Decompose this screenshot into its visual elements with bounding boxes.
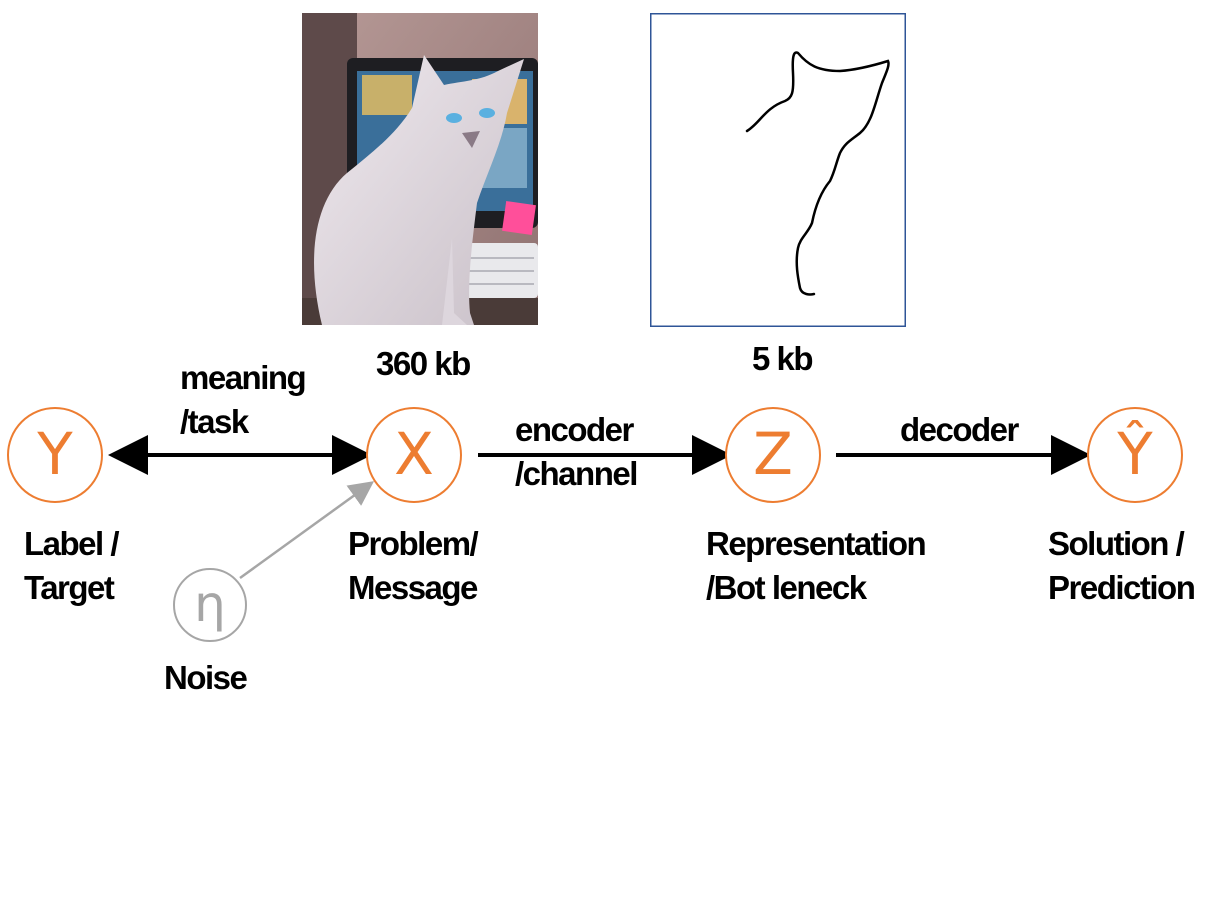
node-y: Y bbox=[7, 407, 103, 503]
node-x: X bbox=[366, 407, 462, 503]
node-z: Z bbox=[725, 407, 821, 503]
edge-label-decoder: decoder bbox=[900, 411, 1019, 448]
caption-problem-message: Problem/ Message bbox=[348, 525, 479, 606]
node-noise: η bbox=[173, 568, 247, 642]
caption-representation-bottleneck: Representation /Bot leneck bbox=[706, 525, 927, 606]
cat-photo bbox=[302, 13, 538, 325]
cat-outline-sketch bbox=[650, 13, 906, 327]
caption-noise: Noise bbox=[164, 659, 248, 696]
caption-solution-prediction: Solution / Prediction bbox=[1048, 525, 1196, 606]
edge-label-meaning-task: meaning /task bbox=[180, 359, 307, 440]
caption-label-target: Label / Target bbox=[24, 525, 120, 606]
sketch-size-label: 5 kb bbox=[752, 340, 814, 377]
node-z-symbol: Z bbox=[753, 420, 793, 488]
edge-label-encoder-channel: encoder /channel bbox=[515, 411, 638, 492]
node-x-symbol: X bbox=[394, 420, 434, 488]
node-noise-symbol: η bbox=[194, 575, 226, 633]
photo-size-label: 360 kb bbox=[376, 345, 471, 382]
node-yhat-symbol: Ŷ bbox=[1117, 420, 1153, 488]
node-y-symbol: Y bbox=[37, 420, 73, 488]
arrow-noise-x bbox=[239, 481, 375, 580]
node-yhat: Ŷ bbox=[1087, 407, 1183, 503]
